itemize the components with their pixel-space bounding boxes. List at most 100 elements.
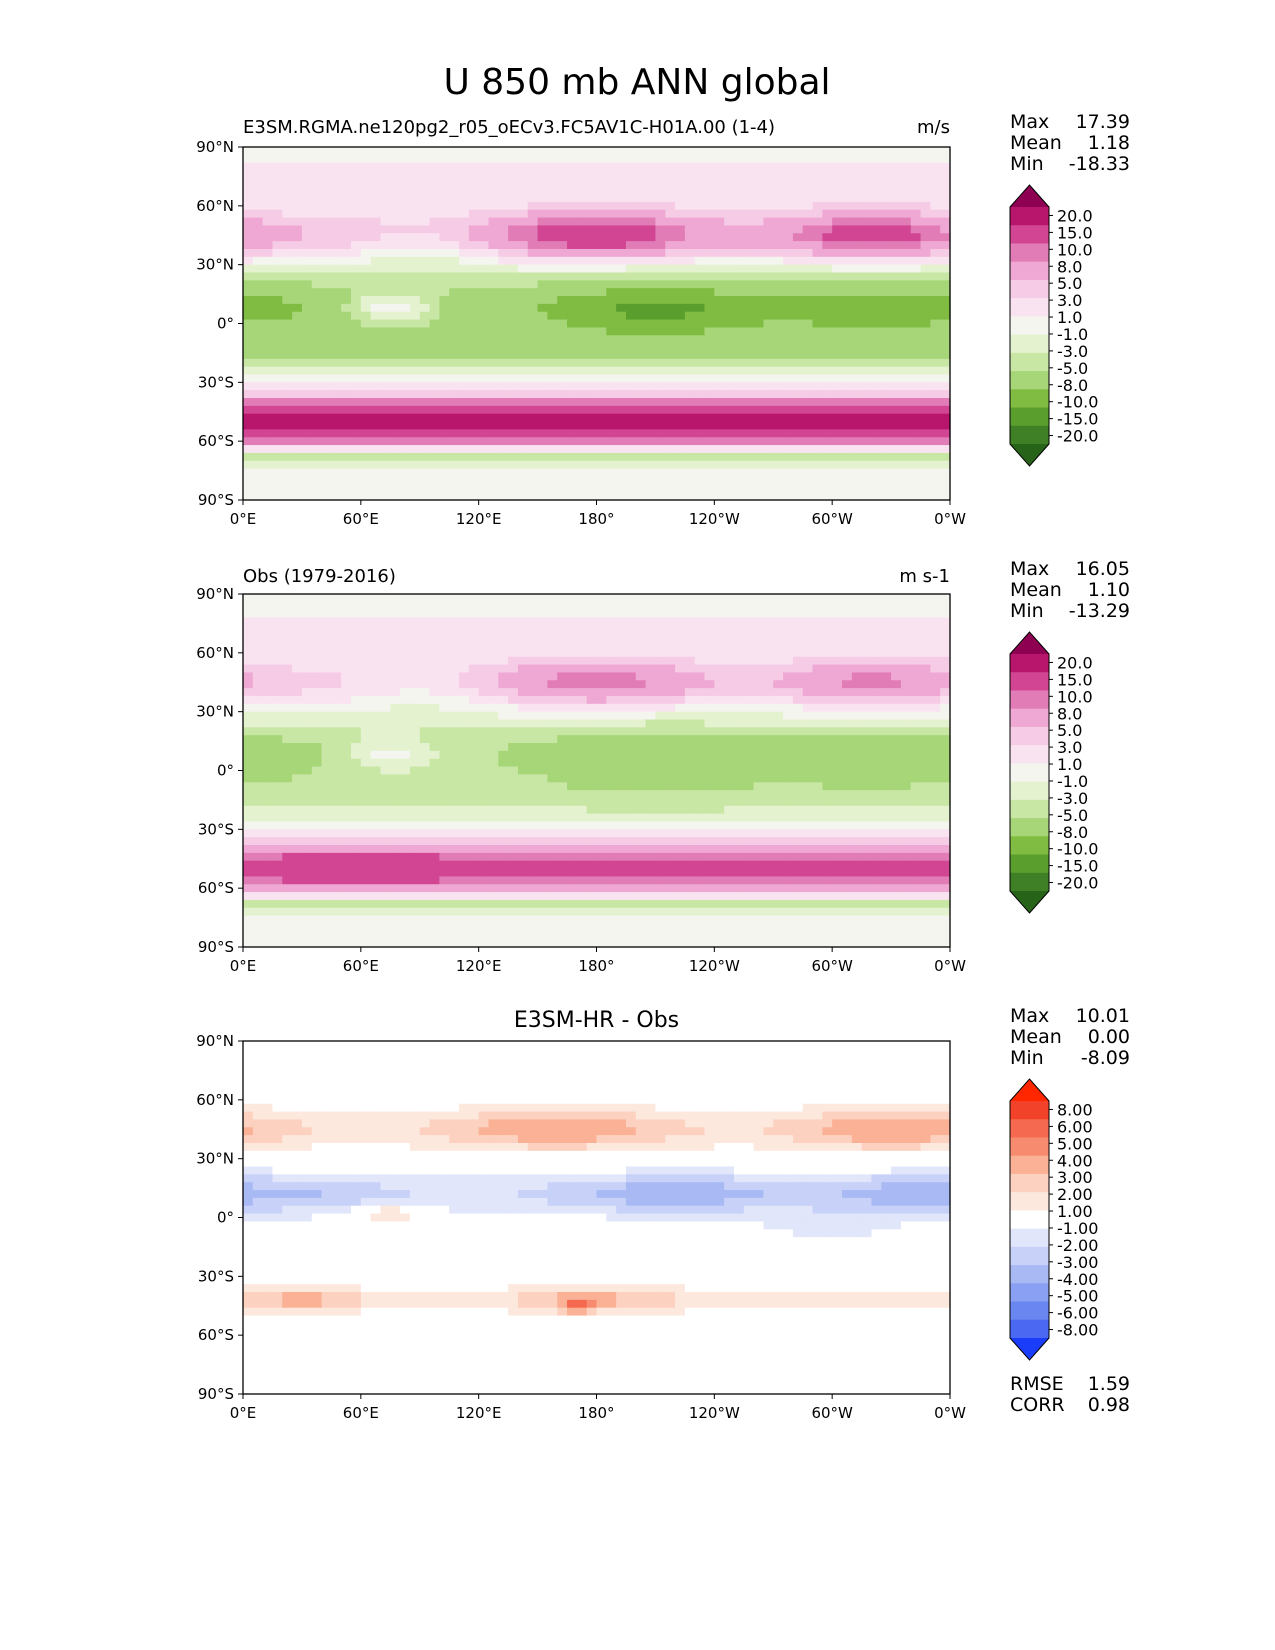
field-cell (606, 648, 617, 658)
field-cell (390, 264, 401, 274)
field-cell (419, 672, 431, 681)
field-cell (783, 429, 794, 438)
field-cell (419, 695, 431, 705)
field-cell (635, 766, 647, 776)
field-cell (390, 296, 401, 305)
field-cell (733, 405, 745, 415)
field-cell (841, 256, 853, 266)
field-cell (763, 335, 774, 344)
field-cell (802, 476, 814, 485)
field-cell (871, 264, 882, 274)
field-cell (940, 735, 951, 744)
field-cell (331, 601, 342, 611)
field-cell (861, 460, 873, 470)
field-cell (576, 248, 588, 258)
field-cell (665, 484, 676, 493)
field-cell (311, 256, 323, 266)
field-cell (478, 398, 490, 407)
field-cell (419, 492, 431, 501)
field-cell (409, 288, 421, 297)
field-cell (812, 711, 823, 721)
field-cell (714, 225, 725, 234)
field-cell (616, 688, 627, 697)
field-cell (616, 452, 627, 462)
field-cell (812, 241, 823, 250)
field-cell (733, 617, 745, 626)
field-cell (498, 343, 509, 352)
field-cell (272, 248, 283, 258)
field-cell (547, 766, 558, 776)
field-cell (841, 217, 853, 227)
field-cell (380, 735, 391, 744)
field-cell (459, 688, 470, 697)
field-cell (832, 421, 843, 430)
field-cell (517, 766, 529, 776)
field-cell (635, 303, 647, 313)
field-cell (616, 609, 627, 619)
field-cell (576, 672, 588, 681)
field-cell (930, 248, 941, 258)
field-cell (576, 727, 588, 736)
field-cell (920, 147, 931, 156)
field-cell (900, 664, 912, 674)
field-cell (409, 437, 421, 446)
field-cell (459, 209, 470, 219)
field-cell (508, 766, 519, 776)
field-cell (940, 209, 951, 219)
field-cell (606, 758, 617, 768)
field-cell (331, 296, 342, 305)
field-cell (930, 727, 941, 736)
field-cell (743, 429, 755, 438)
field-cell (606, 225, 617, 234)
field-cell (400, 335, 411, 344)
field-cell (930, 343, 941, 352)
field-cell (370, 272, 382, 281)
field-cell (871, 727, 882, 736)
field-cell (576, 390, 588, 399)
field-cell (930, 452, 941, 462)
field-cell (400, 703, 411, 713)
field-cell (321, 405, 332, 415)
field-cell (743, 735, 755, 744)
field-cell (311, 358, 323, 368)
field-cell (272, 468, 283, 478)
field-cell (360, 750, 372, 760)
field-cell (508, 680, 519, 689)
field-cell (812, 201, 823, 211)
field-cell (743, 405, 755, 415)
field-cell (586, 719, 598, 728)
field-cell (331, 170, 342, 179)
field-cell (449, 374, 460, 383)
field-cell (282, 217, 293, 227)
colorbar-tick-label: -8.0 (1057, 376, 1088, 395)
field-cell (606, 264, 617, 274)
field-cell (321, 641, 332, 650)
field-cell (606, 390, 617, 399)
field-cell (351, 625, 362, 634)
field-cell (488, 225, 499, 234)
field-cell (733, 735, 745, 744)
field-cell (753, 170, 765, 179)
field-cell (341, 303, 352, 313)
field-cell (841, 672, 853, 681)
field-cell (360, 719, 372, 728)
field-cell (341, 154, 352, 164)
field-cell (537, 664, 548, 674)
field-cell (272, 186, 283, 195)
field-cell (409, 147, 421, 156)
field-cell (508, 256, 519, 266)
field-cell (812, 413, 823, 423)
field-cell (783, 735, 794, 744)
field-cell (282, 303, 293, 313)
field-cell (478, 405, 490, 415)
field-cell (262, 594, 274, 603)
field-cell (930, 358, 941, 368)
field-cell (527, 609, 539, 619)
field-cell (409, 633, 421, 642)
field-cell (920, 319, 931, 329)
field-cell (557, 147, 568, 156)
field-cell (243, 766, 254, 776)
field-cell (321, 460, 332, 470)
field-cell (517, 366, 529, 376)
field-cell (468, 280, 480, 289)
